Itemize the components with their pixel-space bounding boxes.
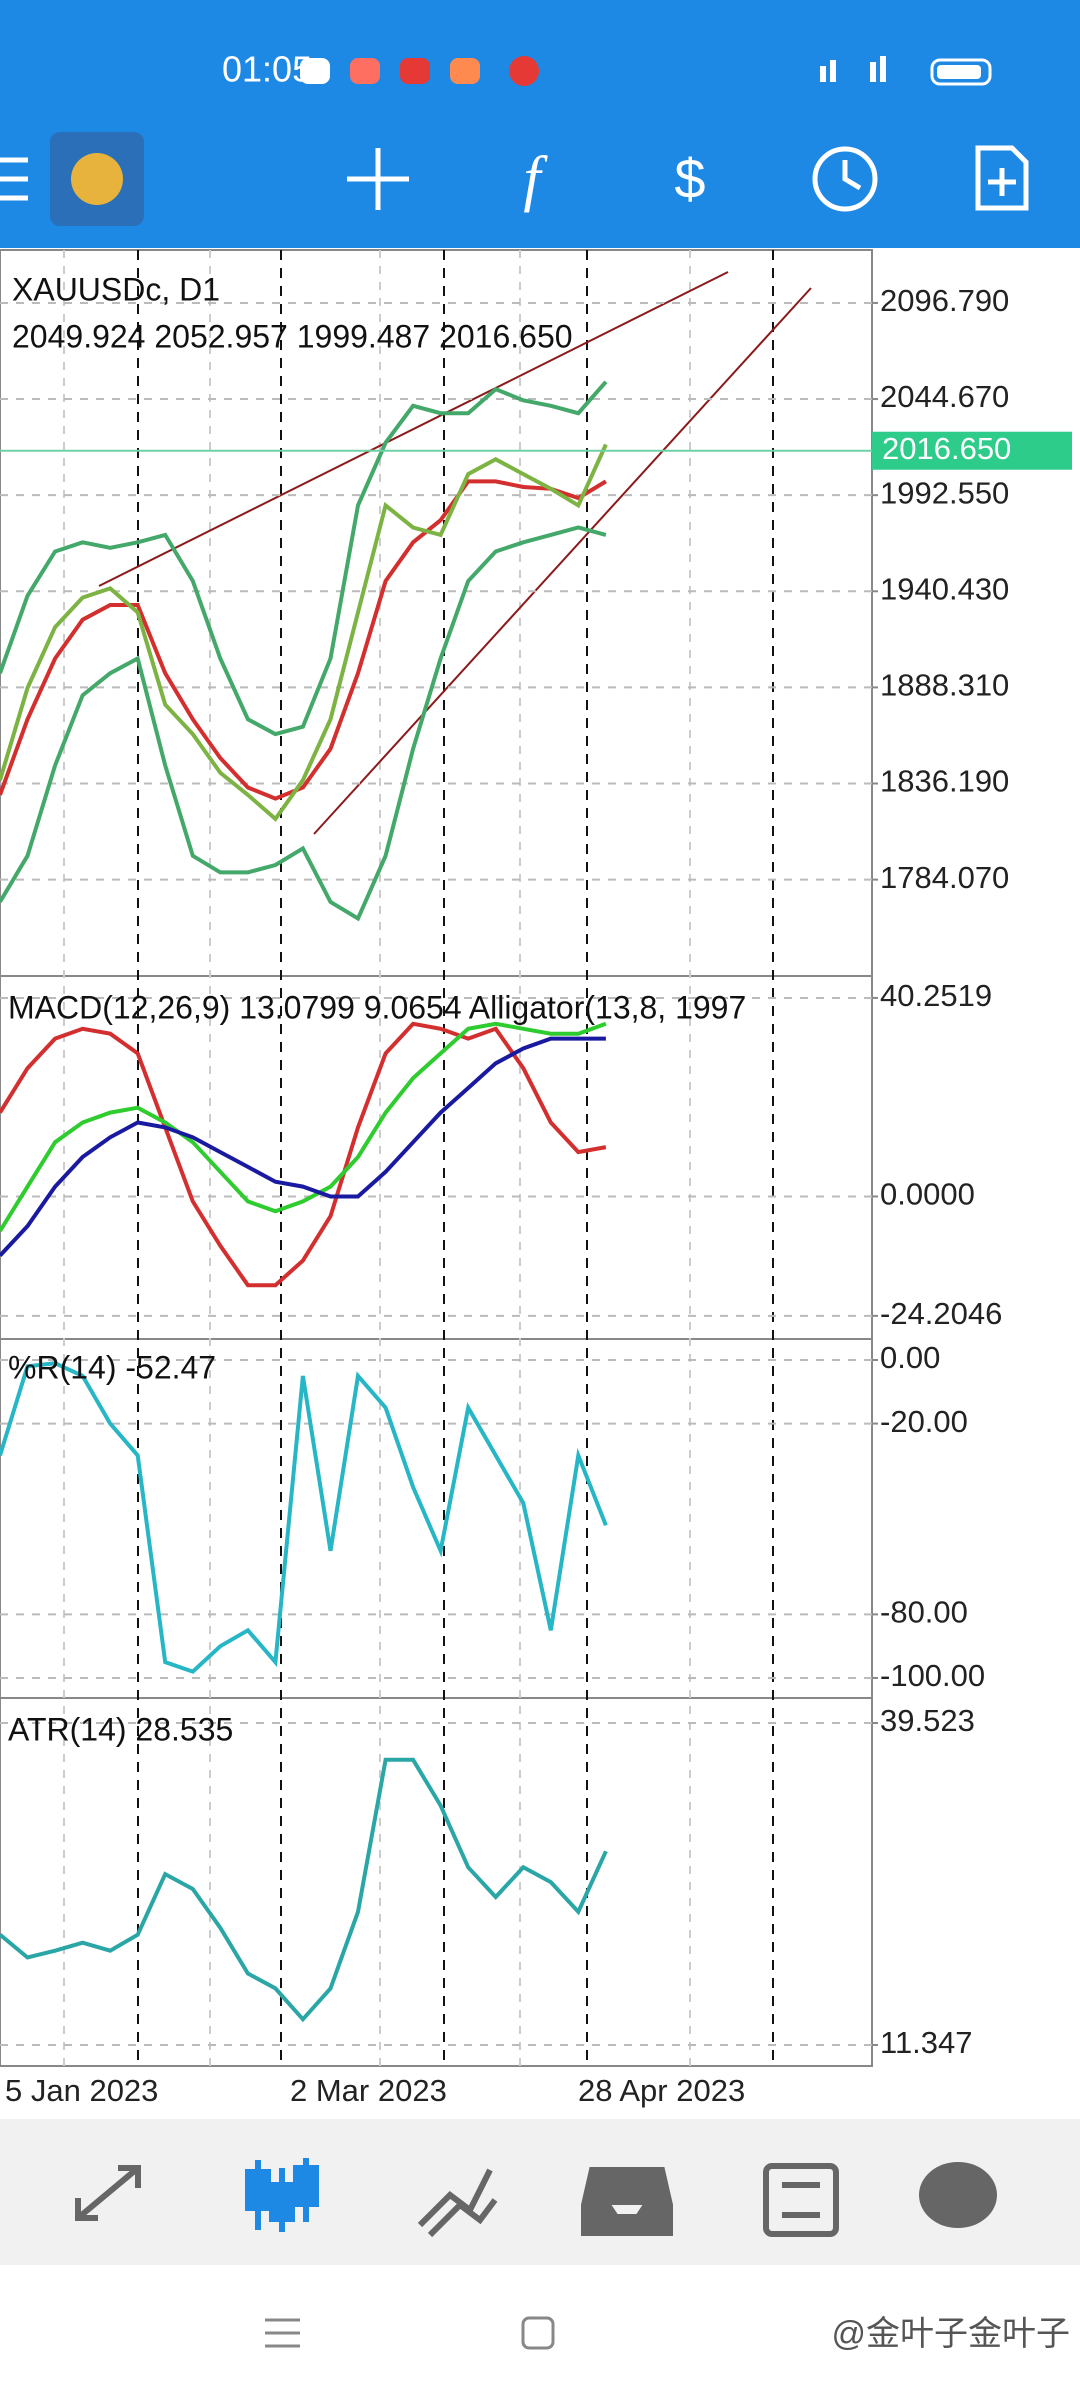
status-icons [300, 56, 992, 86]
clock: 01:05 [222, 49, 312, 90]
date-label: 5 Jan 2023 [5, 2073, 158, 2108]
y-tick-label: 1784.070 [880, 860, 1009, 895]
series-line [0, 1757, 608, 2023]
series-line [0, 443, 608, 822]
y-tick-label: 1836.190 [880, 764, 1009, 799]
series-line [0, 1036, 606, 1257]
series-line [0, 1021, 607, 1233]
bottom-nav-icons[interactable] [75, 2158, 997, 2238]
date-label: 28 Apr 2023 [578, 2073, 745, 2108]
y-tick-label: 1888.310 [880, 668, 1009, 703]
y-tick-label: 2044.670 [880, 379, 1009, 414]
chart-frame [0, 249, 873, 2067]
system-nav[interactable] [265, 2316, 555, 2350]
pane-title: %R(14) -52.47 [8, 1349, 216, 1385]
pane-title: MACD(12,26,9) 13.0799 9.0654 Alligator(1… [8, 989, 746, 1025]
y-tick-label: -24.2046 [880, 1296, 1002, 1331]
date-label: 2 Mar 2023 [290, 2073, 447, 2108]
current-price-label: 2016.650 [882, 431, 1011, 466]
header [0, 0, 1080, 248]
pane-title: ATR(14) 28.535 [8, 1711, 233, 1747]
y-tick-label: 39.523 [880, 1703, 975, 1738]
y-tick-label: 0.0000 [880, 1177, 975, 1212]
current-price-box [872, 431, 1072, 470]
watermark: @金叶子金叶子 [831, 2315, 1070, 2353]
bottom-nav [0, 2119, 1080, 2265]
series-line [0, 479, 607, 801]
y-tick-label: 1992.550 [880, 475, 1009, 510]
y-tick-label: 2096.790 [880, 283, 1009, 318]
y-tick-label: -100.00 [880, 1658, 985, 1693]
series-line [0, 525, 607, 922]
y-tick-label: -20.00 [880, 1404, 968, 1439]
y-tick-label: 40.2519 [880, 978, 992, 1013]
pane-subtitle: 2049.924 2052.957 1999.487 2016.650 [12, 318, 573, 354]
series-line [0, 1021, 607, 1288]
y-tick-label: -80.00 [880, 1595, 968, 1630]
y-tick-label: 0.00 [880, 1340, 940, 1375]
series-line [0, 380, 608, 737]
pane-title: XAUUSDc, D1 [12, 271, 220, 307]
svg-text:$: $ [674, 147, 705, 210]
y-tick-label: 1940.430 [880, 571, 1009, 606]
series-line [0, 1361, 608, 1674]
y-tick-label: 11.347 [880, 2025, 973, 2060]
